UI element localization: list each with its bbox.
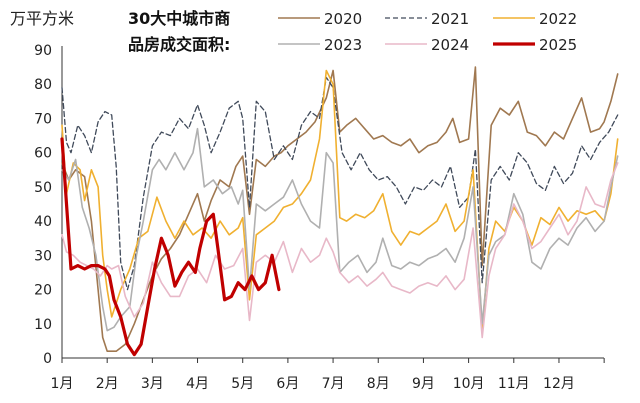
y-tick-label: 30 xyxy=(34,248,52,264)
y-tick-label: 90 xyxy=(34,43,52,59)
series-layer xyxy=(60,66,619,357)
legend-label-2024: 2024 xyxy=(431,36,469,54)
y-axis: 0 10 20 30 40 50 60 70 80 90 xyxy=(34,43,63,367)
legend-label-2022: 2022 xyxy=(539,10,577,28)
x-tick-label: 2月 xyxy=(96,376,119,392)
x-tick-label: 3月 xyxy=(141,376,164,392)
x-tick-label: 5月 xyxy=(231,376,254,392)
x-tick-label: 4月 xyxy=(186,376,209,392)
series-line-2021 xyxy=(61,76,619,291)
x-tick-label: 6月 xyxy=(276,376,299,392)
x-tick-label: 9月 xyxy=(412,376,435,392)
y-tick-label: 80 xyxy=(34,77,52,93)
y-tick-label: 40 xyxy=(34,214,52,230)
x-tick-label: 8月 xyxy=(367,376,390,392)
x-tick-label: 10月 xyxy=(453,376,485,392)
legend-label-2021: 2021 xyxy=(431,10,469,28)
y-tick-label: 60 xyxy=(34,146,52,162)
chart-title-line-2: 品房成交面积: xyxy=(128,35,230,54)
legend: 2020 2021 2022 2023 2024 2025 xyxy=(278,10,577,54)
legend-label-2025: 2025 xyxy=(539,36,577,54)
legend-label-2020: 2020 xyxy=(324,10,362,28)
chart-title-line-1: 30大中城市商 xyxy=(128,9,230,28)
y-tick-label: 10 xyxy=(34,317,52,333)
legend-label-2023: 2023 xyxy=(324,36,362,54)
x-axis: 1月 2月 3月 4月 5月 6月 7月 8月 9月 10月 11月 12月 xyxy=(51,357,605,392)
series-line-2024 xyxy=(61,162,619,339)
y-tick-label: 20 xyxy=(34,283,52,299)
x-tick-label: 11月 xyxy=(498,376,530,392)
y-tick-label: 50 xyxy=(34,180,52,196)
series-line-2025 xyxy=(60,137,281,357)
y-unit-label: 万平方米 xyxy=(10,9,74,28)
x-tick-label: 7月 xyxy=(322,376,345,392)
x-tick-label: 1月 xyxy=(51,376,74,392)
y-tick-label: 70 xyxy=(34,111,52,127)
series-line-2023 xyxy=(61,127,619,332)
x-tick-label: 12月 xyxy=(543,376,575,392)
y-tick-label: 0 xyxy=(43,351,52,367)
